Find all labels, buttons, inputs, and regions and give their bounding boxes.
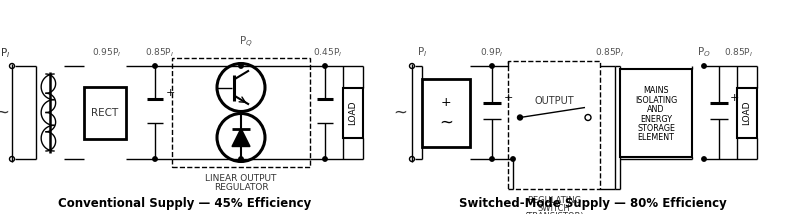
Text: 0.85P$_I$: 0.85P$_I$ bbox=[725, 46, 754, 59]
Bar bbox=[422, 79, 470, 147]
Text: ~: ~ bbox=[439, 113, 453, 131]
Text: 0.85P$_I$: 0.85P$_I$ bbox=[596, 46, 625, 59]
Text: OUTPUT: OUTPUT bbox=[534, 95, 574, 106]
Text: +: + bbox=[504, 92, 513, 103]
Text: P$_O$: P$_O$ bbox=[697, 45, 711, 59]
Text: Conventional Supply — 45% Efficiency: Conventional Supply — 45% Efficiency bbox=[58, 196, 312, 210]
Text: STORAGE: STORAGE bbox=[637, 124, 675, 133]
Text: LOAD: LOAD bbox=[349, 100, 357, 125]
Text: +: + bbox=[730, 92, 739, 103]
Text: REGULATOR: REGULATOR bbox=[214, 183, 268, 192]
Circle shape bbox=[490, 64, 495, 68]
Circle shape bbox=[323, 64, 327, 68]
Text: 0.85P$_I$: 0.85P$_I$ bbox=[145, 46, 174, 59]
Circle shape bbox=[323, 157, 327, 161]
Text: P$_I$: P$_I$ bbox=[0, 46, 10, 60]
Text: SWITCH: SWITCH bbox=[538, 204, 571, 213]
Circle shape bbox=[490, 157, 495, 161]
Text: +: + bbox=[440, 96, 451, 109]
Text: P$_Q$: P$_Q$ bbox=[239, 35, 253, 50]
Circle shape bbox=[153, 64, 157, 68]
Text: ENERGY: ENERGY bbox=[640, 114, 672, 123]
Text: P$_I$: P$_I$ bbox=[417, 45, 427, 59]
Polygon shape bbox=[232, 128, 250, 147]
Text: ~: ~ bbox=[0, 104, 9, 122]
Circle shape bbox=[702, 157, 706, 161]
Circle shape bbox=[511, 157, 515, 161]
Text: ~: ~ bbox=[393, 104, 407, 122]
Bar bbox=[620, 68, 692, 156]
Text: RECT: RECT bbox=[91, 107, 119, 117]
Text: 0.95P$_I$: 0.95P$_I$ bbox=[93, 46, 122, 59]
Text: ISOLATING: ISOLATING bbox=[635, 95, 677, 104]
Bar bbox=[343, 88, 363, 138]
Circle shape bbox=[153, 157, 157, 161]
Text: AND: AND bbox=[648, 105, 665, 114]
Text: LOAD: LOAD bbox=[743, 100, 751, 125]
Circle shape bbox=[517, 115, 523, 120]
Circle shape bbox=[702, 64, 706, 68]
Text: (TRANSISTOR): (TRANSISTOR) bbox=[524, 212, 584, 214]
Text: LINEAR OUTPUT: LINEAR OUTPUT bbox=[206, 174, 276, 183]
Bar bbox=[737, 88, 757, 138]
Bar bbox=[84, 86, 126, 138]
Text: REGULATING: REGULATING bbox=[527, 196, 581, 205]
Circle shape bbox=[239, 157, 243, 161]
Text: Switched-Mode Supply — 80% Efficiency: Switched-Mode Supply — 80% Efficiency bbox=[459, 196, 727, 210]
Text: +: + bbox=[166, 88, 175, 98]
Circle shape bbox=[239, 64, 243, 68]
Text: 0.45P$_I$: 0.45P$_I$ bbox=[313, 46, 342, 59]
Text: MAINS: MAINS bbox=[643, 86, 669, 95]
Bar bbox=[508, 61, 600, 189]
Text: 0.9P$_I$: 0.9P$_I$ bbox=[480, 46, 504, 59]
Bar bbox=[172, 58, 310, 167]
Text: ELEMENT: ELEMENT bbox=[637, 134, 674, 143]
